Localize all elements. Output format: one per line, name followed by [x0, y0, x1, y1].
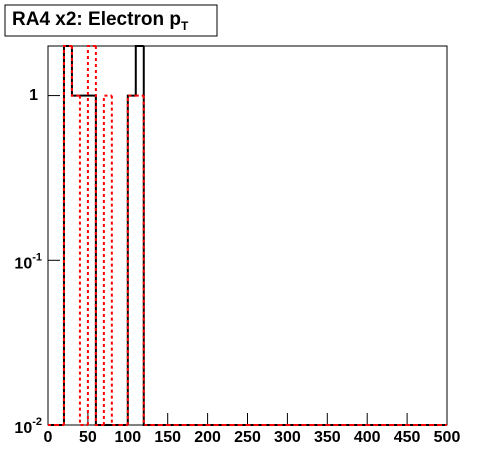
- y-tick-exponent: -1: [32, 251, 42, 263]
- histogram-bin: [62, 45, 72, 425]
- x-tick-label: 300: [274, 429, 301, 446]
- title-box: [4, 4, 218, 37]
- histogram-bin: [70, 46, 80, 97]
- x-tick-label: 500: [434, 429, 461, 446]
- histogram-bin: [126, 94, 136, 425]
- histogram-bin: [110, 95, 120, 426]
- frame: [47, 45, 448, 426]
- histogram-bin: [142, 46, 152, 426]
- histogram-bin: [70, 46, 80, 97]
- y-tick-label: 10-2: [14, 416, 42, 437]
- y-tick-base: 10: [14, 256, 32, 273]
- x-tick-label: 200: [194, 429, 221, 446]
- x-tick-label: 0: [44, 429, 53, 446]
- y-tick-base: 10: [14, 420, 32, 437]
- x-tick-label: 450: [394, 429, 421, 446]
- histogram-bin: [62, 45, 72, 425]
- x-tick-label: 150: [154, 429, 181, 446]
- histogram-bin: [94, 46, 104, 426]
- y-tick-label: 1: [29, 87, 38, 104]
- histogram-bin: [102, 94, 112, 425]
- title-subscript: T: [181, 19, 189, 33]
- histogram-bin: [78, 95, 88, 426]
- chart-title: RA4 x2: Electron pT: [12, 9, 189, 33]
- x-tick-label: 100: [114, 429, 141, 446]
- x-tick-label: 400: [354, 429, 381, 446]
- x-tick-label: 250: [234, 429, 261, 446]
- histogram-bin: [142, 95, 152, 426]
- y-tick-label: 10-1: [14, 251, 42, 272]
- title-text: RA4 x2: Electron p: [12, 9, 181, 30]
- y-tick-exponent: -2: [32, 416, 42, 428]
- histogram-bin: [94, 95, 104, 426]
- histogram-bin: [134, 45, 144, 96]
- x-tick-label: 350: [314, 429, 341, 446]
- x-tick-label: 50: [79, 429, 97, 446]
- histogram-bin: [126, 94, 136, 425]
- histogram-bin: [86, 45, 96, 425]
